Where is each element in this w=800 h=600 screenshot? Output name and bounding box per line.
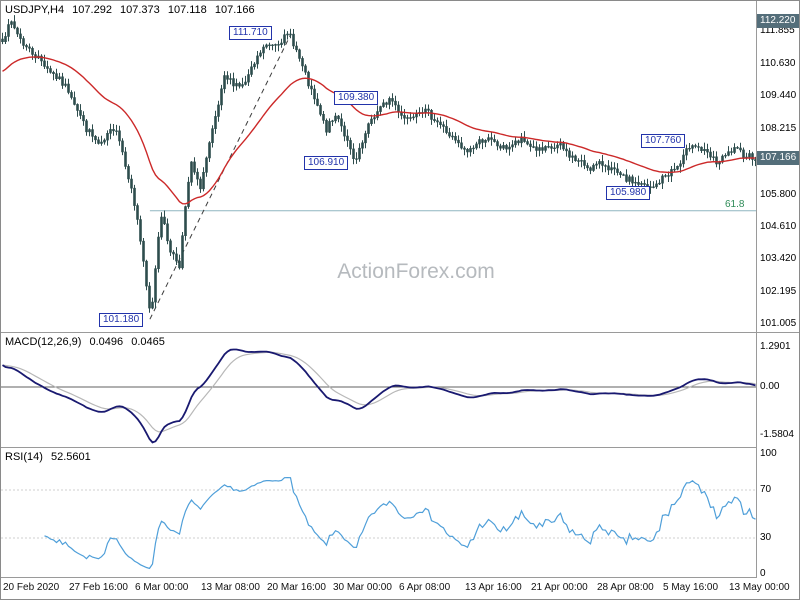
macd-value-signal: 0.0465: [131, 336, 165, 348]
macd-line: [2, 348, 756, 444]
axis-label: 0: [757, 567, 799, 581]
axis-label: 103.420: [757, 251, 799, 265]
trendline[interactable]: [149, 34, 291, 320]
price-callout[interactable]: 101.180: [99, 313, 144, 327]
time-axis-label: 13 Mar 08:00: [201, 582, 260, 593]
time-axis[interactable]: 20 Feb 2020 27 Feb 16:00 6 Mar 00:00 13 Mar…: [1, 578, 799, 599]
axis-label: 101.005: [757, 316, 799, 330]
time-axis-label: 28 Apr 08:00: [597, 582, 654, 593]
time-axis-label: 20 Feb 2020: [3, 582, 60, 593]
watermark: ActionForex.com: [337, 260, 495, 283]
axis-label: 1.2901: [757, 340, 799, 354]
chart-header: USDJPY,H4 107.292 107.373 107.118 107.16…: [5, 4, 260, 16]
axis-label: 109.440: [757, 89, 799, 103]
rsi-line: [44, 476, 756, 570]
time-axis-label: 27 Feb 16:00: [69, 582, 128, 593]
axis-label: 105.800: [757, 187, 799, 201]
time-axis-label: 30 Mar 00:00: [333, 582, 392, 593]
price-callout[interactable]: 107.760: [641, 134, 686, 148]
price-callout[interactable]: 111.710: [229, 26, 272, 40]
time-axis-label: 20 Mar 16:00: [267, 582, 326, 593]
panel-separator: [1, 577, 799, 578]
rsi-value: 52.5601: [50, 451, 91, 463]
rsi-chart[interactable]: [1, 448, 757, 578]
price-chart-panel[interactable]: ActionForex.com USDJPY,H4 107.292 107.37…: [1, 1, 757, 333]
macd-label: MACD(12,26,9): [5, 336, 82, 348]
price-tag: 112.220: [757, 14, 799, 29]
macd-chart[interactable]: [1, 333, 757, 448]
fib-level-label: 61.8: [725, 198, 745, 210]
time-axis-label: 5 May 16:00: [663, 582, 719, 593]
axis-label: 100: [757, 447, 799, 460]
time-axis-label: 6 Mar 00:00: [135, 582, 189, 593]
candlestick-chart[interactable]: [1, 1, 757, 333]
price-callout[interactable]: 106.910: [304, 156, 349, 170]
axis-label: 70: [757, 483, 799, 496]
rsi-panel[interactable]: RSI(14) 52.5601: [1, 448, 757, 578]
time-axis-label: 13 Apr 16:00: [465, 582, 522, 593]
price-callout[interactable]: 105.980: [606, 186, 651, 200]
price-tag: 107.166: [757, 150, 799, 165]
time-axis-label: 6 Apr 08:00: [399, 582, 451, 593]
axis-label: 102.195: [757, 284, 799, 298]
rsi-header: RSI(14) 52.5601: [5, 451, 96, 463]
price-axis[interactable]: 112.220 111.855 110.630 109.440 108.215 107.1…: [757, 1, 799, 581]
macd-signal-line: [2, 351, 756, 433]
axis-label: 30: [757, 531, 799, 545]
close-value: 107.166: [214, 4, 255, 16]
moving-average-line: [2, 56, 756, 205]
panel-separator: [1, 332, 799, 333]
time-axis-label: 21 Apr 00:00: [531, 582, 588, 593]
axis-label: 0.00: [757, 379, 799, 393]
panel-separator: [1, 447, 799, 448]
macd-header: MACD(12,26,9) 0.0496 0.0465: [5, 336, 170, 348]
low-value: 107.118: [167, 4, 207, 16]
axis-label: 110.630: [757, 57, 799, 71]
price-callout[interactable]: 109.380: [334, 91, 379, 105]
open-value: 107.292: [72, 4, 112, 16]
axis-label: 108.215: [757, 122, 799, 136]
macd-value-main: 0.0496: [89, 336, 124, 348]
macd-panel[interactable]: MACD(12,26,9) 0.0496 0.0465: [1, 333, 757, 448]
time-axis-label: 13 May 00:00: [729, 582, 790, 593]
symbol-timeframe-label: USDJPY,H4: [5, 4, 65, 16]
high-value: 107.373: [120, 4, 160, 16]
axis-label: 104.610: [757, 219, 799, 233]
axis-label: -1.5804: [757, 428, 799, 442]
rsi-label: RSI(14): [5, 451, 43, 463]
axis-separator: [756, 1, 757, 578]
